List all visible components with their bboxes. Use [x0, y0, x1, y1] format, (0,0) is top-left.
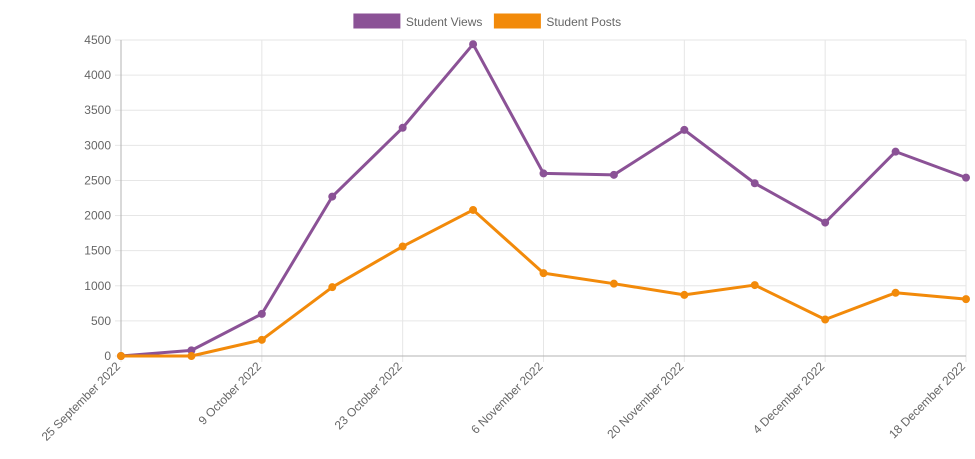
y-tick-label: 4500	[84, 33, 111, 47]
y-tick-label: 1000	[84, 279, 111, 293]
data-point-student-views[interactable]	[539, 169, 548, 178]
y-tick-label: 1500	[84, 244, 111, 258]
data-point-student-views[interactable]	[328, 192, 337, 201]
y-tick-label: 500	[91, 314, 111, 328]
x-tick-label: 4 December 2022	[750, 359, 828, 437]
series	[117, 40, 970, 360]
data-point-student-views[interactable]	[821, 218, 830, 227]
data-point-student-views[interactable]	[750, 179, 759, 188]
x-tick-label: 9 October 2022	[196, 359, 265, 428]
data-point-student-posts[interactable]	[680, 290, 689, 299]
x-tick-label: 18 December 2022	[886, 359, 968, 441]
data-point-student-posts[interactable]	[469, 205, 478, 214]
data-point-student-posts[interactable]	[609, 279, 618, 288]
legend-item-student-posts[interactable]: Student Posts	[493, 13, 621, 29]
legend-swatch	[493, 13, 541, 29]
x-tick-label: 6 November 2022	[468, 359, 546, 437]
grid	[120, 39, 967, 357]
data-point-student-posts[interactable]	[891, 288, 900, 297]
data-point-student-views[interactable]	[469, 40, 478, 49]
y-tick-label: 2500	[84, 173, 111, 187]
x-tick-label: 23 October 2022	[332, 359, 405, 432]
y-tick-label: 4000	[84, 68, 111, 82]
y-tick-label: 3000	[84, 138, 111, 152]
legend-label: Student Views	[406, 15, 483, 29]
data-point-student-posts[interactable]	[750, 281, 759, 290]
data-point-student-posts[interactable]	[398, 242, 407, 251]
data-point-student-views[interactable]	[891, 147, 900, 156]
data-point-student-views[interactable]	[609, 170, 618, 179]
data-point-student-posts[interactable]	[821, 315, 830, 324]
data-point-student-posts[interactable]	[187, 352, 196, 360]
data-point-student-posts[interactable]	[117, 352, 125, 360]
x-tick-label: 20 November 2022	[604, 359, 686, 441]
legend-swatch	[353, 13, 401, 29]
y-tick-label: 0	[104, 349, 111, 363]
data-point-student-views[interactable]	[680, 125, 689, 134]
legend-item-student-views[interactable]: Student Views	[353, 13, 483, 29]
y-tick-label: 2000	[84, 209, 111, 223]
series-student-posts	[117, 205, 970, 360]
data-point-student-posts[interactable]	[962, 295, 970, 304]
x-tick-label: 25 September 2022	[39, 359, 124, 444]
y-tick-label: 3500	[84, 103, 111, 117]
data-point-student-views[interactable]	[257, 309, 266, 318]
data-point-student-views[interactable]	[398, 123, 407, 132]
legend: Student Views Student Posts	[353, 13, 621, 29]
data-point-student-views[interactable]	[962, 173, 970, 182]
data-point-student-posts[interactable]	[328, 283, 337, 292]
data-point-student-posts[interactable]	[539, 269, 548, 278]
data-point-student-posts[interactable]	[257, 335, 266, 344]
legend-label: Student Posts	[546, 15, 621, 29]
